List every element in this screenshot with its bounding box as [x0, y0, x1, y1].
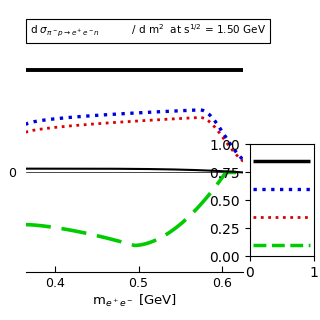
X-axis label: m$_{e^+e^-}$ [GeV]: m$_{e^+e^-}$ [GeV]: [92, 292, 177, 309]
Text: d $\sigma_{\pi^-p\to e^+e^-n}$          / d m$^2$  at s$^{1/2}$ = 1.50 GeV: d $\sigma_{\pi^-p\to e^+e^-n}$ / d m$^2$…: [30, 23, 266, 39]
